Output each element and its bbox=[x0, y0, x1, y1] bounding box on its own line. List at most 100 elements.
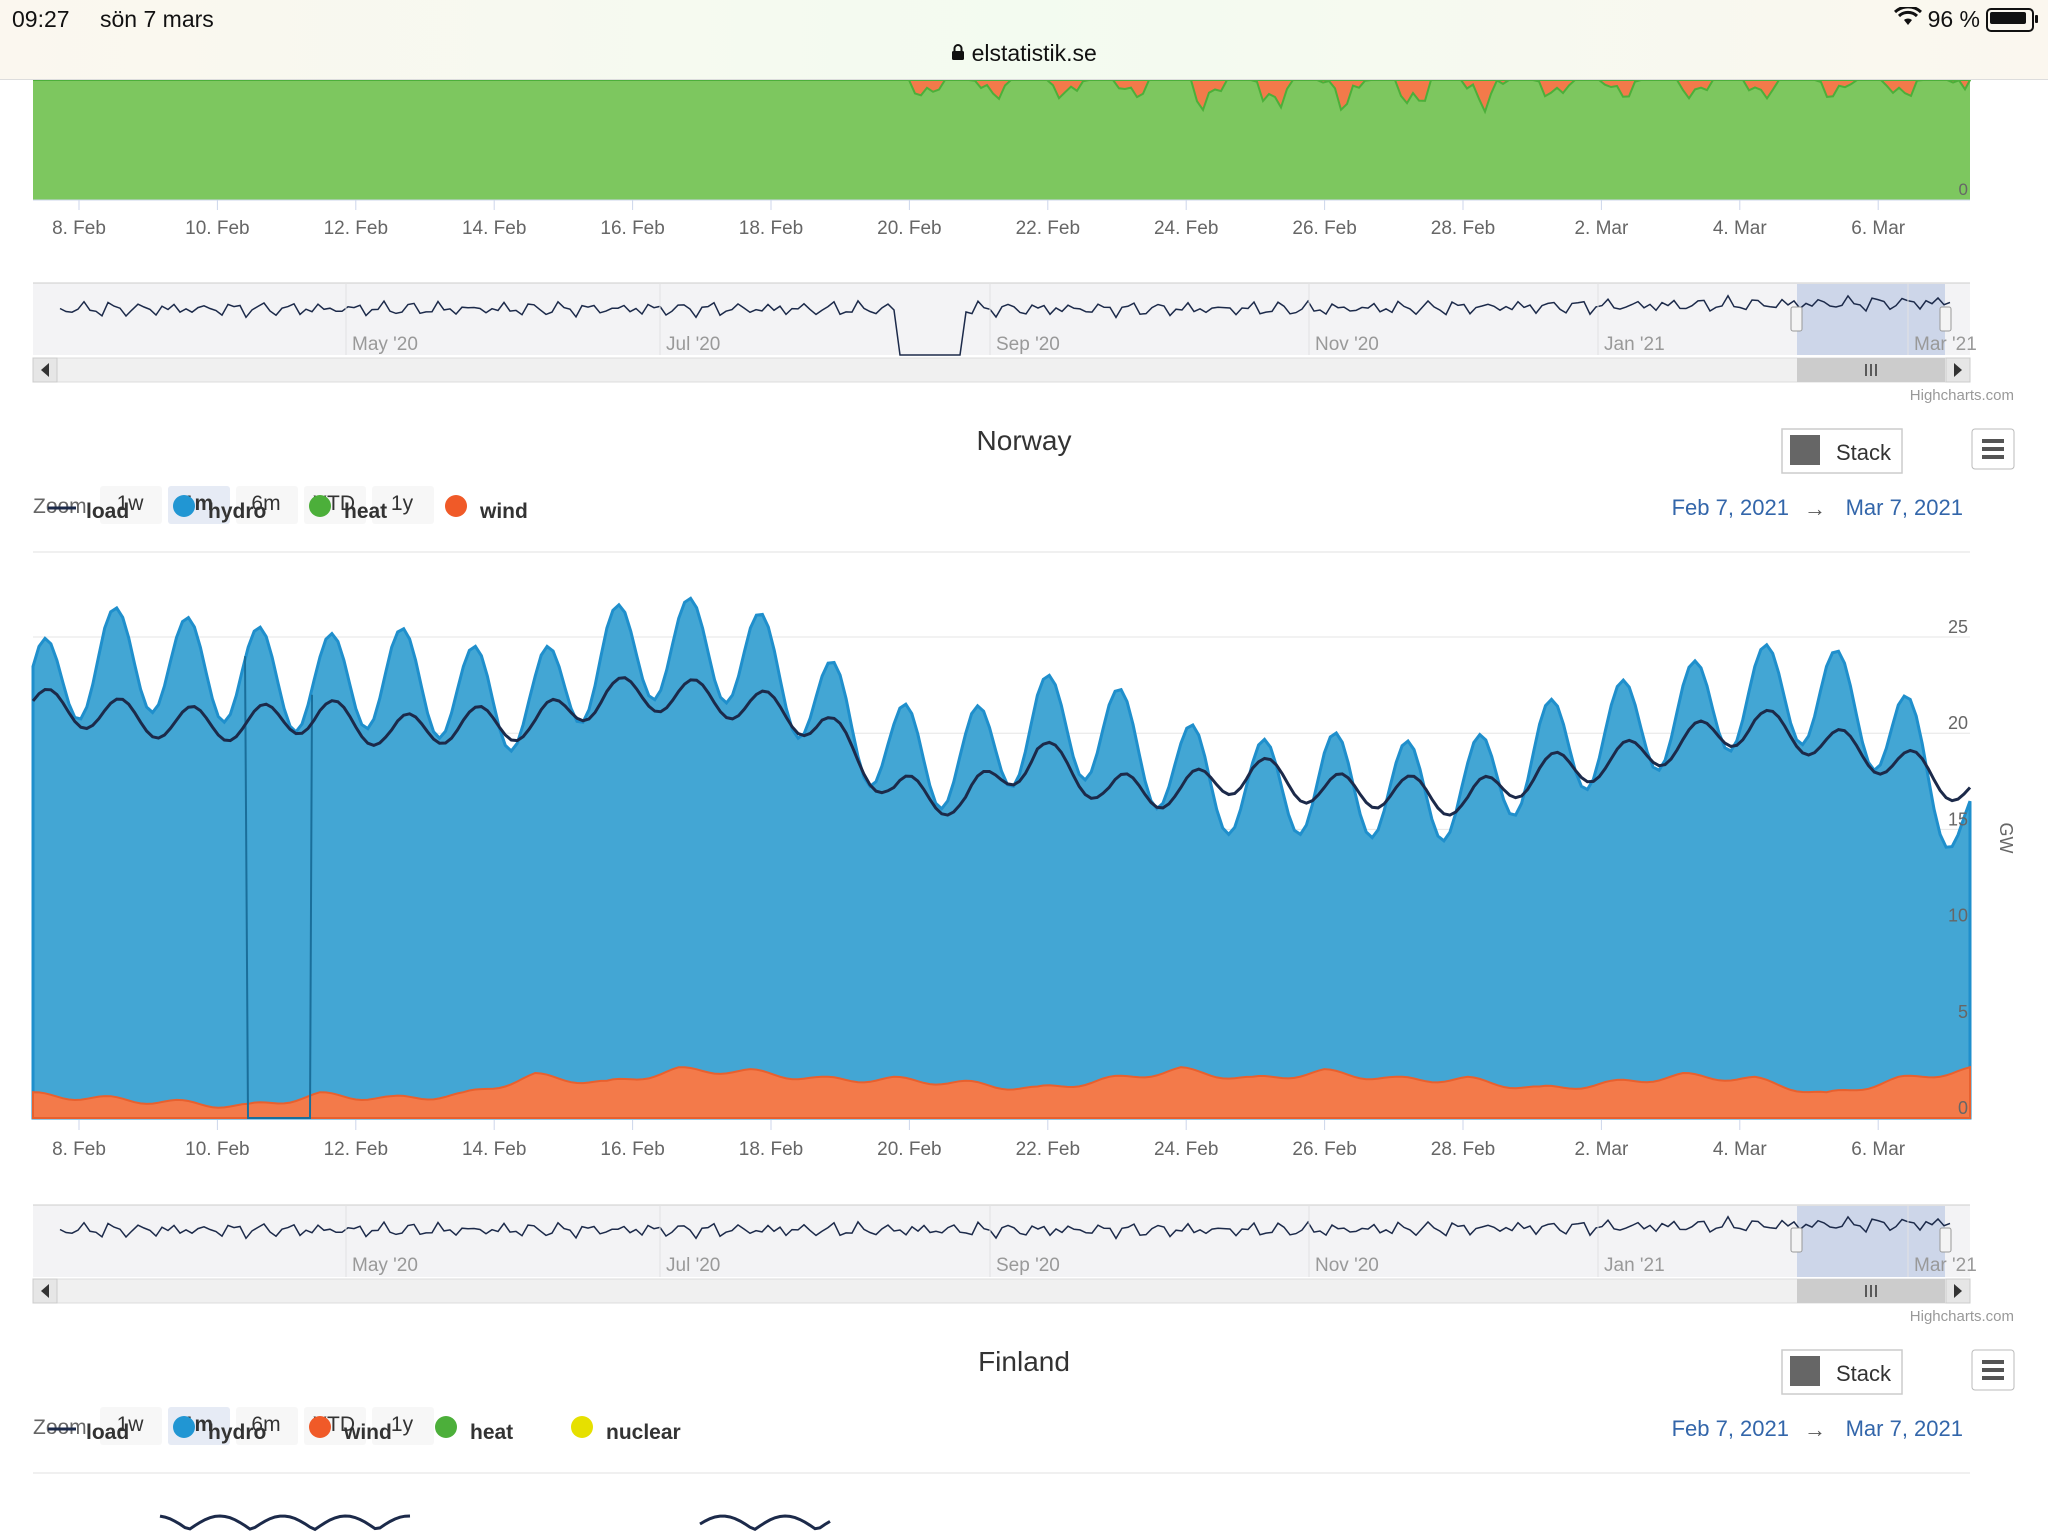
chart-menu-button-norway[interactable] bbox=[1971, 428, 2015, 470]
legend-finland[interactable]: load hydro wind heat nuclear bbox=[48, 1416, 681, 1444]
legend-norway[interactable]: load hydro heat wind bbox=[48, 495, 528, 523]
zoom-button-6m[interactable] bbox=[236, 486, 298, 524]
x-tick-label: 6. Mar bbox=[1851, 218, 1906, 239]
range-from-input[interactable]: Feb 7, 2021 bbox=[1672, 1416, 1789, 1441]
range-to-input[interactable]: Mar 7, 2021 bbox=[1846, 495, 1963, 520]
navigator-1-selection[interactable] bbox=[1797, 284, 1945, 355]
norway-chart: Norway Stack Zoom1w1m6mYTD1y load hydro he… bbox=[31, 425, 2016, 1325]
finland-chart-title: Finland bbox=[978, 1346, 1070, 1377]
scrollbar-1-track[interactable] bbox=[32, 357, 1971, 383]
x-tick-label: 28. Feb bbox=[1431, 218, 1495, 239]
navigator-tick-label: Sep '20 bbox=[996, 1255, 1060, 1276]
checkbox-icon bbox=[1790, 435, 1820, 465]
legend-item-hydro[interactable]: hydro bbox=[208, 500, 266, 523]
navigator-1[interactable]: May '20 Jul '20 Sep '20 Nov '20 Jan '21 Mar '… bbox=[32, 282, 1977, 383]
x-tick-label: 18. Feb bbox=[739, 1139, 803, 1160]
battery-percent: 96 % bbox=[1927, 6, 1980, 32]
x-tick-label: 20. Feb bbox=[877, 1139, 941, 1160]
top-chart-y-tick: 0 bbox=[1959, 180, 1968, 199]
chevron-right-icon bbox=[1954, 1284, 1962, 1298]
x-tick-label: 16. Feb bbox=[600, 218, 664, 239]
zoom-range-selector-norway[interactable]: Zoom1w1m6mYTD1y bbox=[33, 486, 434, 524]
range-to-input[interactable]: Mar 7, 2021 bbox=[1846, 1416, 1963, 1441]
x-tick-label: 24. Feb bbox=[1154, 218, 1218, 239]
highcharts-credit-2[interactable]: Highcharts.com bbox=[1910, 1308, 2014, 1325]
zoom-button-1y[interactable] bbox=[372, 486, 434, 524]
navigator-2-left-handle[interactable] bbox=[1790, 1227, 1803, 1253]
norway-y-axis-label: GW bbox=[1996, 823, 2016, 854]
chevron-right-icon bbox=[1954, 363, 1962, 377]
navigator-1-ticks: May '20 Jul '20 Sep '20 Nov '20 Jan '21 Mar '… bbox=[345, 283, 1977, 355]
range-from-input[interactable]: Feb 7, 2021 bbox=[1672, 495, 1789, 520]
navigator-2-selection[interactable] bbox=[1797, 1206, 1945, 1277]
top-chart-heat-area bbox=[33, 80, 1970, 200]
y-tick-label: 0 bbox=[1958, 1098, 1968, 1118]
navigator-tick-label: May '20 bbox=[352, 334, 418, 355]
stack-toggle-finland[interactable]: Stack bbox=[1781, 1349, 1903, 1395]
legend-item-heat[interactable]: heat bbox=[470, 1421, 513, 1444]
legend-item-wind[interactable]: wind bbox=[343, 1421, 392, 1444]
legend-symbol-wind bbox=[445, 495, 467, 517]
legend-symbol-wind bbox=[309, 1416, 331, 1438]
legend-item-nuclear[interactable]: nuclear bbox=[606, 1421, 681, 1444]
y-tick-label: 15 bbox=[1948, 809, 1968, 829]
zoom-button-1y[interactable] bbox=[372, 1407, 434, 1445]
zoom-button-6m[interactable] bbox=[236, 1407, 298, 1445]
chart-menu-button-finland[interactable] bbox=[1971, 1349, 2015, 1391]
hydro-series-area[interactable] bbox=[31, 596, 1972, 1120]
zoom-button-label: 1w bbox=[117, 1413, 145, 1436]
status-time: 09:27 bbox=[12, 6, 70, 32]
legend-symbol-heat bbox=[435, 1416, 457, 1438]
scrollbar-2-track[interactable] bbox=[32, 1278, 1971, 1304]
zoom-button-1w[interactable] bbox=[100, 486, 162, 524]
navigator-1-left-handle[interactable] bbox=[1790, 306, 1803, 332]
x-tick-label: 8. Feb bbox=[52, 218, 106, 239]
x-tick-label: 22. Feb bbox=[1016, 218, 1080, 239]
chevron-left-icon bbox=[41, 1284, 49, 1298]
navigator-2-ticks: May '20 Jul '20 Sep '20 Nov '20 Jan '21 Mar '… bbox=[345, 1205, 1977, 1277]
norway-plot-area[interactable]: 0 5 10 15 20 25 GW 8. Feb 10. Feb 12. Feb 14. Fe… bbox=[31, 596, 2016, 1160]
x-tick-label: 2. Mar bbox=[1574, 1139, 1629, 1160]
legend-item-wind[interactable]: wind bbox=[479, 500, 528, 523]
address-bar[interactable]: elstatistik.se bbox=[0, 40, 2048, 67]
wind-series-area[interactable] bbox=[32, 1065, 1971, 1119]
stack-label: Stack bbox=[1836, 440, 1892, 465]
stack-toggle-norway[interactable]: Stack bbox=[1781, 428, 1903, 474]
x-tick-label: 10. Feb bbox=[185, 218, 249, 239]
navigator-tick-label: Mar '21 bbox=[1914, 1255, 1977, 1276]
status-date: sön 7 mars bbox=[100, 6, 214, 32]
navigator-tick-label: Nov '20 bbox=[1315, 334, 1379, 355]
highcharts-credit-1[interactable]: Highcharts.com bbox=[1910, 387, 2014, 404]
y-tick-label: 5 bbox=[1958, 1002, 1968, 1022]
legend-item-heat[interactable]: heat bbox=[344, 500, 387, 523]
y-tick-label: 25 bbox=[1948, 617, 1968, 637]
legend-item-load[interactable]: load bbox=[86, 1421, 129, 1444]
top-chart: 0 8. Feb 10. Feb 12. Feb 14. Feb 16. Feb 18. … bbox=[32, 80, 2014, 404]
load-series-line[interactable] bbox=[31, 676, 1972, 817]
grip-icon bbox=[1865, 364, 1877, 376]
finland-chart: Finland Stack Zoom1w1m6mYTD1y loadhydrow… bbox=[33, 1346, 2015, 1532]
navigator-1-right-handle[interactable] bbox=[1939, 306, 1952, 332]
legend-item-load[interactable]: load bbox=[86, 500, 129, 523]
status-right: 96 % bbox=[1893, 5, 2038, 33]
navigator-tick-label: Jul '20 bbox=[666, 334, 720, 355]
zoom-button-label: 6m bbox=[251, 492, 280, 515]
x-tick-label: 14. Feb bbox=[462, 218, 526, 239]
navigator-2-right-handle[interactable] bbox=[1939, 1227, 1952, 1253]
norway-x-axis: 8. Feb 10. Feb 12. Feb 14. Feb 16. Feb 18. Fe… bbox=[52, 1120, 1906, 1160]
date-range-norway[interactable]: Feb 7, 2021 → Mar 7, 2021 bbox=[1672, 495, 1963, 521]
browser-status-bar: 09:27 sön 7 mars 96 % elstatistik.se bbox=[0, 0, 2048, 80]
x-tick-label: 14. Feb bbox=[462, 1139, 526, 1160]
zoom-button-1w[interactable] bbox=[100, 1407, 162, 1445]
zoom-button-label: 1y bbox=[391, 492, 414, 515]
top-chart-x-axis: 8. Feb 10. Feb 12. Feb 14. Feb 16. Feb 18. Fe… bbox=[52, 200, 1906, 239]
x-tick-label: 24. Feb bbox=[1154, 1139, 1218, 1160]
date-range-finland[interactable]: Feb 7, 2021 → Mar 7, 2021 bbox=[1672, 1416, 1963, 1442]
legend-item-hydro[interactable]: hydro bbox=[208, 1421, 266, 1444]
zoom-button-label: 1y bbox=[391, 1413, 414, 1436]
norway-y-axis: 0 5 10 15 20 25 bbox=[1948, 617, 1968, 1118]
navigator-2[interactable]: May '20 Jul '20 Sep '20 Nov '20 Jan '21 Mar '… bbox=[32, 1204, 1977, 1304]
finland-load-series-line[interactable] bbox=[159, 1514, 831, 1532]
legend-symbol-nuclear bbox=[571, 1416, 593, 1438]
x-tick-label: 26. Feb bbox=[1292, 1139, 1356, 1160]
